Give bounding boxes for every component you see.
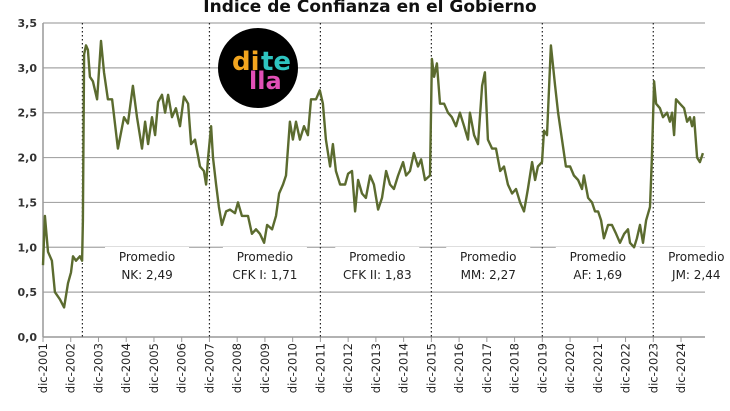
y-tick-label: 3,0	[18, 62, 38, 75]
annotation-label: Promedio	[237, 250, 293, 264]
annotation-value: CFK I: 1,71	[232, 268, 297, 282]
logo-text-te: te	[261, 47, 291, 77]
x-tick-label: dic-2016	[452, 343, 466, 393]
annotation-label: Promedio	[668, 250, 724, 264]
x-tick-label: dic-2020	[563, 343, 577, 393]
x-tick-label: dic-2006	[175, 343, 189, 393]
annotation-value: CFK II: 1,83	[343, 268, 412, 282]
annotation-background	[654, 247, 730, 283]
annotation-value: AF: 1,69	[573, 268, 622, 282]
x-tick-label: dic-2009	[258, 343, 272, 393]
annotations: Promedio NK: 2,49 Promedio CFK I: 1,71 Prome…	[105, 247, 730, 283]
x-tick-label: dic-2013	[369, 343, 383, 393]
y-tick-label: 2,5	[18, 107, 38, 120]
x-tick-label: dic-2017	[480, 343, 494, 393]
x-tick-label: dic-2001	[36, 343, 50, 393]
x-tick-label: dic-2019	[535, 343, 549, 393]
logo-text-lla: lla	[249, 67, 282, 95]
annotation-background	[105, 247, 190, 283]
annotation-value: JM: 2,44	[671, 268, 720, 282]
y-tick-label: 0,5	[18, 286, 38, 299]
x-tick-label: dic-2005	[147, 343, 161, 393]
series	[41, 39, 705, 309]
logo-text-di: di	[232, 47, 260, 77]
y-tick-label: 2,0	[18, 152, 38, 165]
y-axis-ticks: 0,0 0,5 1,0 1,5 2,0 2,5 3,0 3,5	[18, 17, 38, 344]
annotation-background	[555, 247, 640, 283]
chart-title: Índice de Confianza en el Gobierno	[203, 0, 537, 17]
x-tick-label: dic-2002	[64, 343, 78, 393]
x-tick-label: dic-2022	[619, 343, 633, 393]
annotation-value: MM: 2,27	[461, 268, 516, 282]
x-tick-label: dic-2023	[646, 343, 660, 393]
x-axis-ticks: dic-2001 dic-2002 dic-2003 dic-2004 dic-2005…	[36, 337, 688, 393]
x-tick-label: dic-2011	[313, 343, 327, 393]
x-tick-label: dic-2003	[91, 343, 105, 393]
x-tick-label: dic-2024	[674, 343, 688, 393]
period-lines	[81, 23, 654, 337]
x-tick-label: dic-2021	[591, 343, 605, 393]
x-tick-label: dic-2014	[397, 343, 411, 393]
ditella-logo: di te lla	[218, 28, 298, 108]
y-tick-label: 3,5	[18, 17, 38, 30]
x-tick-label: dic-2015	[424, 343, 438, 393]
x-tick-label: dic-2010	[286, 343, 300, 393]
x-tick-label: dic-2004	[119, 343, 133, 393]
annotation-background	[446, 247, 531, 283]
x-tick-label: dic-2012	[341, 343, 355, 393]
annotation-label: Promedio	[349, 250, 405, 264]
annotation-label: Promedio	[460, 250, 516, 264]
x-tick-label: dic-2008	[230, 343, 244, 393]
annotation-label: Promedio	[570, 250, 626, 264]
annotation-background	[222, 247, 307, 283]
y-tick-label: 1,5	[18, 196, 38, 209]
y-tick-label: 0,0	[18, 331, 38, 344]
annotation-background	[335, 247, 420, 283]
x-tick-label: dic-2007	[202, 343, 216, 393]
x-tick-label: dic-2018	[508, 343, 522, 393]
annotation-label: Promedio	[119, 250, 175, 264]
y-tick-label: 1,0	[18, 241, 38, 254]
logo-circle	[218, 28, 298, 108]
gridlines	[42, 22, 705, 338]
annotation-value: NK: 2,49	[121, 268, 172, 282]
series-line	[41, 39, 705, 309]
